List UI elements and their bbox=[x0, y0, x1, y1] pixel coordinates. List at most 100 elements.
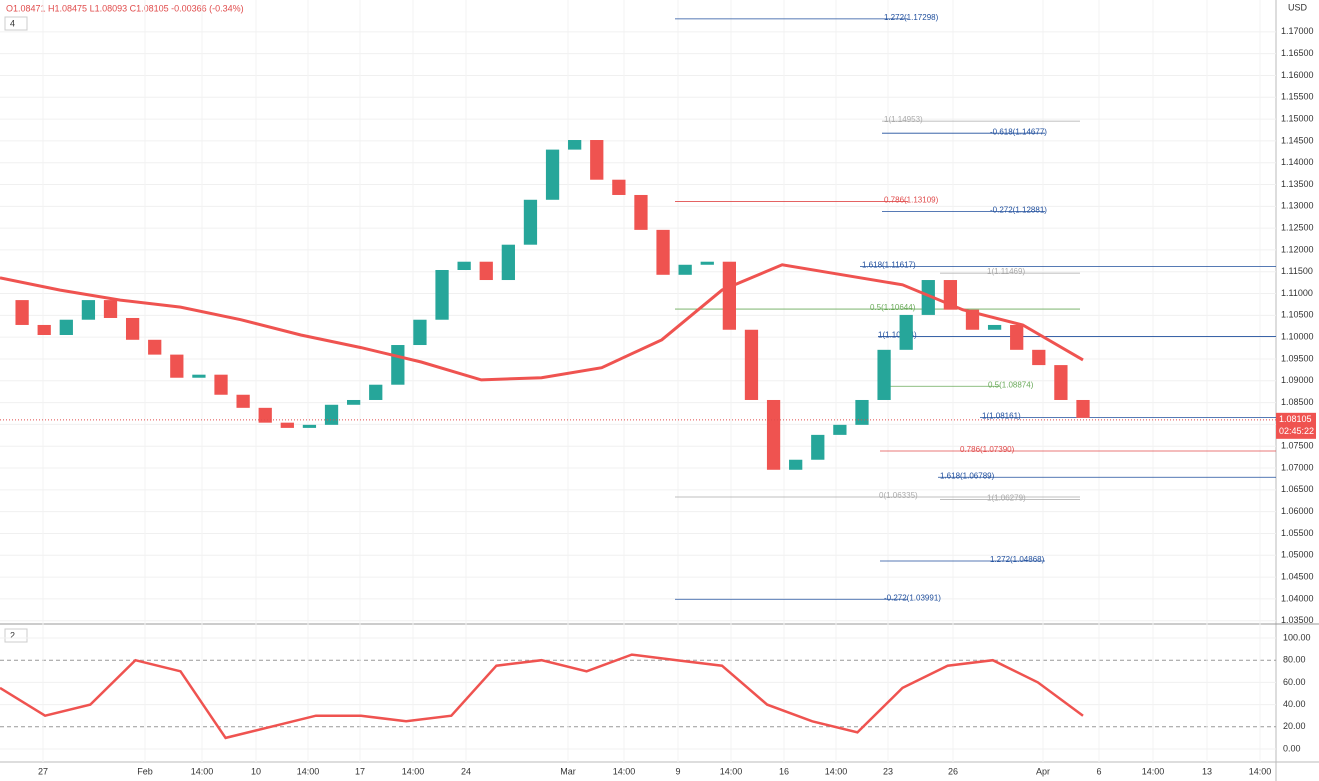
y-tick-label: 1.12500 bbox=[1281, 222, 1314, 232]
y-tick-label: 1.14500 bbox=[1281, 135, 1314, 145]
y-tick-label: 1.10500 bbox=[1281, 310, 1314, 320]
candle bbox=[391, 345, 405, 385]
x-tick-label: Apr bbox=[1036, 766, 1050, 776]
candle bbox=[568, 140, 582, 150]
fib-label: 1.272(1.04868) bbox=[990, 555, 1045, 564]
candle bbox=[214, 374, 228, 395]
candle bbox=[700, 261, 714, 265]
candle bbox=[148, 339, 162, 355]
x-tick-label: 10 bbox=[251, 766, 261, 776]
candle bbox=[833, 424, 847, 435]
y-tick-label: 1.09500 bbox=[1281, 353, 1314, 363]
y-tick-label: 1.15500 bbox=[1281, 92, 1314, 102]
y-tick-label: 20.00 bbox=[1283, 721, 1306, 731]
x-tick-label: 14:00 bbox=[825, 766, 848, 776]
y-tick-label: 1.11500 bbox=[1281, 266, 1313, 276]
candle bbox=[15, 300, 29, 325]
candle bbox=[722, 261, 736, 330]
y-tick-label: 1.16000 bbox=[1281, 70, 1314, 80]
candle bbox=[678, 264, 692, 275]
fib-label: -0.272(1.12881) bbox=[990, 206, 1047, 215]
x-tick-label: Mar bbox=[560, 766, 576, 776]
fib-label: 1.618(1.11617) bbox=[862, 261, 916, 270]
fib-label: 1(1.10014) bbox=[878, 331, 917, 340]
candle bbox=[347, 399, 361, 405]
candle bbox=[877, 349, 891, 400]
candle bbox=[324, 404, 339, 425]
candle bbox=[612, 179, 626, 195]
candle bbox=[921, 280, 935, 315]
fib-label: 1(1.14953) bbox=[884, 115, 923, 124]
candle bbox=[1010, 324, 1024, 350]
y-tick-label: 1.05500 bbox=[1281, 528, 1314, 538]
candle bbox=[457, 261, 471, 270]
fib-label: 1.618(1.06789) bbox=[940, 471, 995, 480]
y-tick-label: 1.05000 bbox=[1281, 550, 1314, 560]
candle bbox=[236, 394, 250, 408]
y-tick-label: 1.06500 bbox=[1281, 484, 1314, 494]
x-tick-label: 24 bbox=[461, 766, 471, 776]
y-tick-label: 1.17000 bbox=[1281, 26, 1314, 36]
candle bbox=[103, 300, 118, 318]
y-tick-label: 1.09000 bbox=[1281, 375, 1314, 385]
candle bbox=[1054, 365, 1068, 400]
candle bbox=[1032, 349, 1046, 366]
x-tick-label: 13 bbox=[1202, 766, 1212, 776]
countdown-label: 02:45:22 bbox=[1279, 426, 1314, 436]
y-tick-label: 1.10000 bbox=[1281, 332, 1314, 342]
ohlc-header: O1.08471 H1.08475 L1.08093 C1.08105 -0.0… bbox=[6, 3, 244, 13]
x-tick-label: 26 bbox=[948, 766, 958, 776]
candle bbox=[192, 374, 206, 378]
currency-label: USD bbox=[1288, 2, 1308, 12]
fib-label: -0.618(1.14677) bbox=[990, 127, 1047, 136]
pane-toggle[interactable] bbox=[4, 628, 28, 643]
candle bbox=[302, 424, 317, 428]
candle bbox=[37, 324, 51, 335]
candle bbox=[634, 194, 648, 230]
y-tick-label: 1.12000 bbox=[1281, 244, 1314, 254]
fib-label: 0(1.06335) bbox=[879, 491, 918, 500]
x-tick-label: 16 bbox=[779, 766, 789, 776]
candle bbox=[81, 300, 96, 320]
candle bbox=[59, 319, 73, 335]
x-tick-label: 14:00 bbox=[1142, 766, 1165, 776]
y-tick-label: 1.04500 bbox=[1281, 571, 1314, 581]
y-tick-label: 1.13000 bbox=[1281, 201, 1314, 211]
candle bbox=[1076, 399, 1090, 418]
candle bbox=[258, 407, 272, 423]
candle bbox=[280, 422, 294, 428]
candle bbox=[965, 309, 980, 330]
fib-label: -0.272(1.03991) bbox=[884, 593, 941, 602]
pane-label[interactable]: 4 bbox=[10, 18, 15, 28]
fib-label: 0.5(1.10644) bbox=[870, 303, 916, 312]
x-tick-label: 17 bbox=[355, 766, 365, 776]
fib-label: 1(1.06279) bbox=[987, 494, 1026, 503]
candle bbox=[811, 434, 825, 460]
candle bbox=[435, 269, 449, 320]
candle bbox=[899, 314, 913, 350]
candle bbox=[744, 329, 759, 400]
fib-label: 1.272(1.17298) bbox=[884, 13, 939, 22]
pane-toggle[interactable] bbox=[4, 16, 28, 31]
x-tick-label: 9 bbox=[675, 766, 680, 776]
x-tick-label: 27 bbox=[38, 766, 48, 776]
candle bbox=[855, 399, 869, 425]
x-tick-label: 14:00 bbox=[191, 766, 214, 776]
fib-label: 0.786(1.07390) bbox=[960, 445, 1015, 454]
x-tick-label: 14:00 bbox=[720, 766, 743, 776]
y-tick-label: 60.00 bbox=[1283, 677, 1306, 687]
y-tick-label: 1.03500 bbox=[1281, 615, 1314, 625]
price-tag-label: 1.08105 bbox=[1279, 414, 1312, 424]
y-tick-label: 1.15000 bbox=[1281, 113, 1314, 123]
candle bbox=[789, 459, 803, 470]
candle bbox=[170, 354, 184, 378]
candle bbox=[523, 199, 538, 245]
y-tick-label: 1.11000 bbox=[1281, 288, 1313, 298]
x-tick-label: Feb bbox=[137, 766, 153, 776]
pane-label[interactable]: 2 bbox=[10, 630, 15, 640]
x-tick-label: 14:00 bbox=[297, 766, 320, 776]
line-series bbox=[0, 263, 1084, 382]
x-tick-label: 6 bbox=[1096, 766, 1101, 776]
